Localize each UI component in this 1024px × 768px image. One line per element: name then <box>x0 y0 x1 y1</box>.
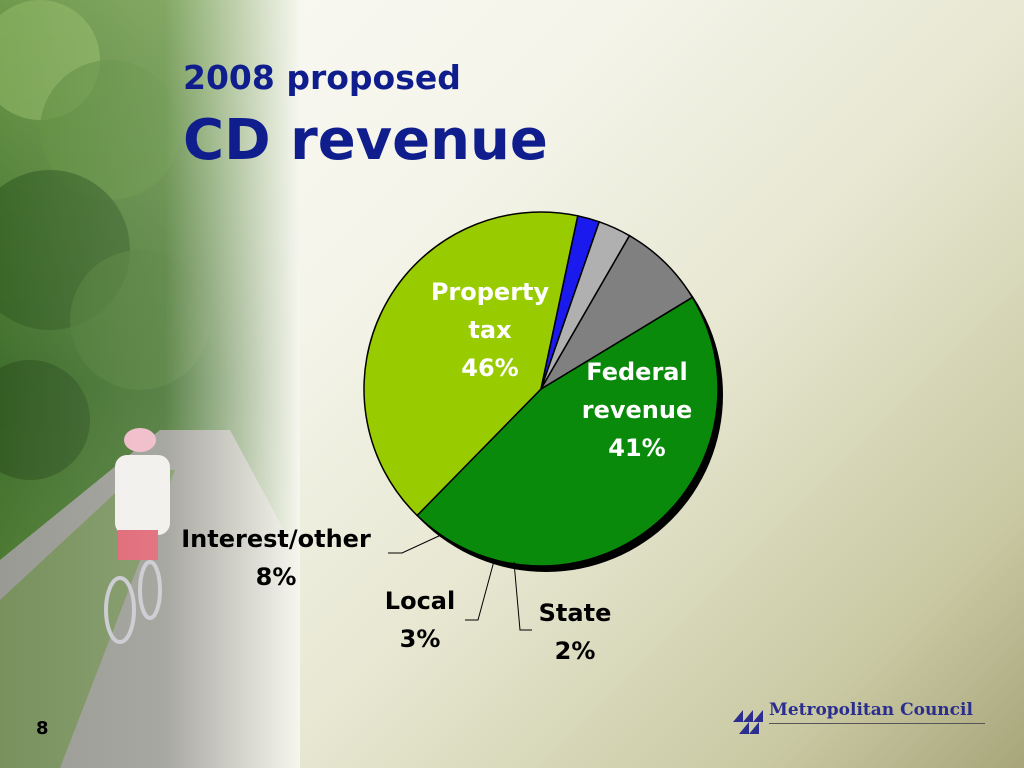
page-number: 8 <box>36 718 49 739</box>
slice-label-local-1: 3% <box>400 625 441 653</box>
slice-label-federal-revenue-0: Federal <box>586 358 687 386</box>
pie-slices <box>363 211 719 567</box>
slice-label-interest-other-0: Interest/other <box>181 525 371 553</box>
slice-label-federal-revenue-2: 41% <box>608 434 665 462</box>
slice-label-interest-other-1: 8% <box>256 563 297 591</box>
slice-label-property-tax-0: Property <box>431 278 550 306</box>
slide-title-line2: CD revenue <box>183 108 548 173</box>
slice-label-property-tax-2: 46% <box>461 354 518 382</box>
pie-labels: Property tax 46% Federal revenue 41% State 2% Lo… <box>181 278 692 665</box>
leader-line-state <box>513 561 532 631</box>
pie-slice-interest-other <box>540 234 694 390</box>
slide-title-line1: 2008 proposed <box>183 58 461 97</box>
logo-mark-icon <box>733 710 763 734</box>
slice-label-local-0: Local <box>385 587 455 615</box>
pie-leader-lines <box>388 534 532 631</box>
logo-text: Metropolitan Council <box>769 700 973 720</box>
slice-label-state-1: 2% <box>555 637 596 665</box>
slice-label-federal-revenue-1: revenue <box>582 396 692 424</box>
leader-line-interest-other <box>388 534 442 554</box>
background-photo <box>0 0 300 768</box>
slice-label-state-0: State <box>539 599 612 627</box>
pie-slice-property-tax <box>416 296 719 567</box>
logo-underline <box>769 723 985 724</box>
metropolitan-council-logo: Metropolitan Council <box>733 700 993 740</box>
slice-label-property-tax-1: tax <box>468 316 512 344</box>
leader-line-local <box>465 560 495 621</box>
pie-slice-federal-revenue <box>363 211 579 517</box>
